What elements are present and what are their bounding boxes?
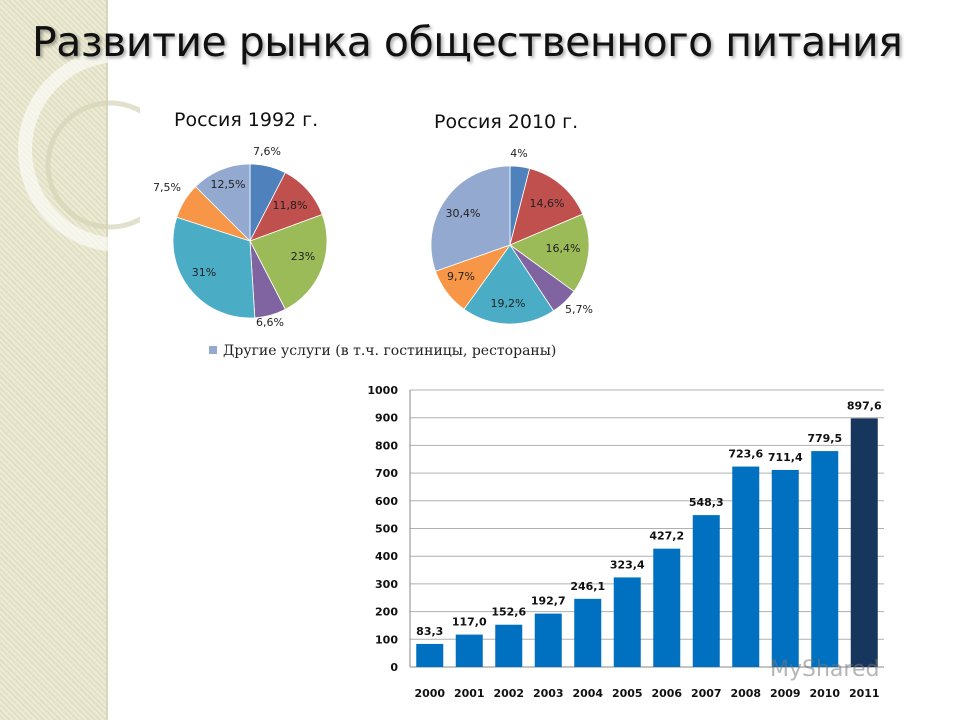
- watermark: MyShared: [770, 657, 880, 682]
- side-divider: [106, 0, 108, 720]
- x-tick-label: 2004: [572, 687, 603, 700]
- x-tick-label: 2010: [809, 687, 840, 700]
- x-tick-label: 2001: [454, 687, 485, 700]
- bar: [495, 624, 523, 667]
- pie-2010-slice: [430, 165, 511, 272]
- bar-value-label: 779,5: [807, 432, 842, 445]
- bar-value-label: 897,6: [847, 399, 882, 412]
- bar: [653, 548, 681, 667]
- bar: [416, 643, 444, 667]
- pie-2010-slice-label: 30,4%: [446, 207, 481, 220]
- bar-value-label: 152,6: [491, 606, 526, 619]
- slide-title: Развитие рынка общественного питания: [32, 18, 903, 66]
- pie-1992-slice-label: 11,8%: [273, 199, 308, 212]
- pie-2010-slice-label: 4%: [510, 147, 527, 160]
- pie-legend: Другие услуги (в т.ч. гостиницы, рестора…: [209, 343, 556, 359]
- x-tick-label: 2008: [730, 687, 761, 700]
- y-tick-label: 1000: [367, 384, 398, 397]
- y-tick-label: 400: [375, 550, 398, 563]
- pie-2010-slice-label: 5,7%: [565, 303, 593, 316]
- bar-value-label: 548,3: [689, 496, 724, 509]
- pie-2010-slice: [463, 244, 555, 325]
- bar-value-label: 427,2: [649, 530, 684, 543]
- bar-value-label: 246,1: [570, 580, 605, 593]
- x-tick-label: 2011: [849, 687, 880, 700]
- bar-value-label: 323,4: [610, 558, 645, 571]
- bar: [613, 577, 641, 667]
- y-tick-label: 900: [375, 412, 398, 425]
- pie-1992-slice: [249, 213, 328, 310]
- pie-2010-slice: [509, 213, 590, 292]
- bar: [771, 469, 799, 667]
- x-tick-label: 2003: [533, 687, 564, 700]
- y-tick-label: 200: [375, 606, 398, 619]
- pie-1992-title: Россия 1992 г.: [174, 109, 319, 131]
- pie-1992-slice-label: 7,6%: [253, 145, 281, 158]
- bar: [850, 418, 878, 667]
- bar-value-label: 192,7: [531, 595, 566, 608]
- bar: [574, 598, 602, 667]
- y-tick-label: 700: [375, 467, 398, 480]
- bar: [811, 451, 839, 667]
- bar: [732, 466, 760, 667]
- pie-2010-slice-label: 16,4%: [546, 242, 581, 255]
- pie-1992-slice: [172, 216, 256, 319]
- decorative-side-strip: [0, 0, 106, 720]
- x-tick-label: 2000: [414, 687, 445, 700]
- y-tick-label: 0: [390, 661, 398, 674]
- pie-1992-slice-label: 6,6%: [256, 316, 284, 329]
- y-tick-label: 300: [375, 578, 398, 591]
- legend-label: Другие услуги (в т.ч. гостиницы, рестора…: [223, 343, 557, 359]
- y-tick-label: 600: [375, 495, 398, 508]
- bar-value-label: 117,0: [452, 616, 487, 629]
- bar: [534, 613, 562, 667]
- bar-value-label: 83,3: [416, 625, 443, 638]
- x-tick-label: 2009: [770, 687, 801, 700]
- y-tick-label: 800: [375, 439, 398, 452]
- x-tick-label: 2005: [612, 687, 643, 700]
- x-tick-label: 2002: [493, 687, 524, 700]
- pie-2010-slice-label: 9,7%: [447, 270, 475, 283]
- decorative-rings: [18, 48, 140, 252]
- x-tick-label: 2007: [691, 687, 722, 700]
- pie-1992-slice-label: 12,5%: [211, 178, 246, 191]
- pie-1992-slice-label: 31%: [192, 266, 216, 279]
- pie-1992-slice-label: 7,5%: [153, 181, 181, 194]
- legend-swatch: [209, 346, 217, 354]
- bar: [455, 634, 483, 667]
- bar: [692, 515, 720, 667]
- x-tick-label: 2006: [651, 687, 682, 700]
- y-tick-label: 500: [375, 523, 398, 536]
- bar-value-label: 711,4: [768, 451, 803, 464]
- pie-1992-slice: [194, 163, 251, 242]
- bar-value-label: 723,6: [728, 448, 763, 461]
- pie-1992-slice-label: 23%: [291, 250, 315, 263]
- y-tick-label: 100: [375, 633, 398, 646]
- pie-2010-slice: [509, 167, 584, 246]
- pie-2010-slice-label: 14,6%: [530, 197, 565, 210]
- pie-2010-title: Россия 2010 г.: [434, 111, 579, 133]
- pie-2010-slice-label: 19,2%: [491, 297, 526, 310]
